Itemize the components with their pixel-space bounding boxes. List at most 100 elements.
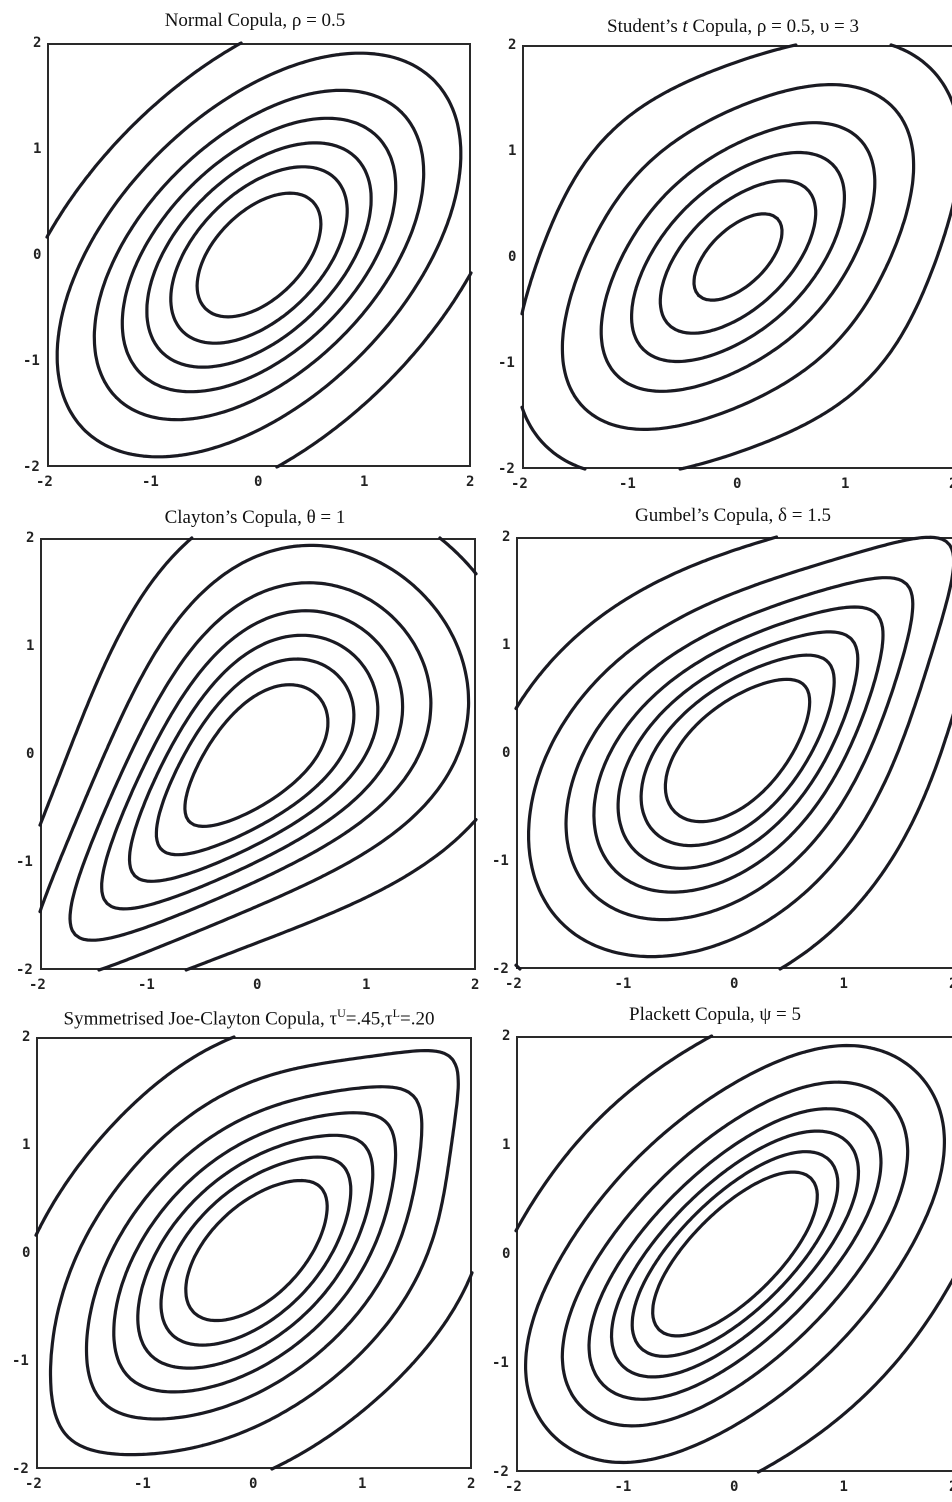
x-tick-label: -1 [619,476,636,492]
contour-level-3 [592,605,885,894]
x-tick-label: -2 [511,476,528,492]
plot-area [522,45,952,469]
contour-level-3 [587,1107,883,1401]
contour-level-2 [84,1085,424,1421]
contour-level-5 [159,1155,353,1347]
contour-level-3 [120,116,398,394]
contour-panel-sjc [34,1035,474,1471]
x-tick-label: 1 [360,474,369,490]
contour-level-1 [560,83,916,431]
panel-title: Gumbel’s Copula, δ = 1.5 [635,505,831,526]
contour-level-0 [45,41,473,469]
contour-level-2 [92,88,426,422]
contour-level-6 [663,677,812,824]
x-tick-label: 0 [254,474,263,490]
y-tick-label: -2 [12,1461,29,1477]
y-tick-label: 1 [22,1137,31,1153]
x-tick-label: -2 [505,976,522,992]
y-tick-label: -1 [498,355,515,371]
x-tick-label: -2 [505,1479,522,1495]
contour-level-2 [599,121,877,393]
x-tick-label: -2 [29,977,46,993]
y-tick-label: -1 [16,854,33,870]
x-tick-label: 2 [949,1480,952,1494]
contour-level-1 [55,51,463,459]
contour-level-5 [639,653,836,848]
y-tick-label: 1 [508,143,517,159]
contour-level-1 [524,1043,946,1465]
y-tick-label: 0 [502,745,511,761]
x-tick-label: -1 [614,1479,632,1495]
x-tick-label: 2 [471,977,480,993]
contour-level-6 [195,191,323,319]
x-tick-label: 0 [249,1476,258,1492]
contour-level-2 [564,576,915,922]
contour-panel-plackett [514,1034,952,1474]
plot-area [40,538,476,970]
contour-panel-student-t [520,43,952,471]
y-tick-label: -2 [492,961,509,977]
x-tick-label: 0 [730,1479,739,1495]
contour-level-6 [651,1170,819,1338]
x-tick-label: -2 [36,474,53,490]
panel-title: Plackett Copula, ψ = 5 [629,1004,801,1025]
y-tick-label: -1 [492,1355,509,1371]
x-tick-label: 0 [730,976,739,992]
y-tick-label: 1 [502,637,511,653]
contour-level-0 [514,1034,952,1474]
contour-level-0 [38,536,478,972]
y-tick-label: -2 [23,459,40,475]
contour-level-1 [48,1049,460,1457]
y-tick-label: -1 [12,1353,29,1369]
contour-level-4 [136,1133,375,1370]
panel-title: Symmetrised Joe-Clayton Copula, τU=.45,τ… [63,1006,435,1030]
x-tick-label: -1 [614,976,632,992]
contour-level-3 [630,150,846,364]
y-tick-label: -2 [492,1464,509,1480]
x-tick-label: 1 [362,977,371,993]
y-tick-label: 2 [502,529,511,545]
contour-level-4 [127,633,380,883]
y-tick-label: 2 [33,35,42,51]
y-tick-label: 2 [508,37,517,53]
contour-level-1 [527,535,952,959]
plot-area [516,537,952,969]
x-tick-label: -1 [138,977,155,993]
x-tick-label: -2 [25,1476,42,1492]
contour-level-6 [184,1178,329,1323]
y-tick-label: 1 [502,1137,511,1153]
x-tick-label: -1 [134,1476,151,1492]
x-tick-label: 2 [949,477,952,491]
contour-level-5 [169,165,349,345]
contour-level-5 [692,212,784,302]
contour-level-0 [520,43,952,471]
y-tick-label: 1 [26,638,35,654]
x-tick-label: 2 [466,474,475,490]
y-tick-label: 0 [26,746,35,762]
x-tick-label: 1 [839,1479,848,1495]
y-tick-label: -2 [16,962,33,978]
contour-panel-gumbel [514,535,952,971]
contour-level-6 [183,683,330,828]
contour-level-4 [658,179,818,335]
x-tick-label: 0 [733,476,742,492]
contour-level-5 [630,1150,840,1358]
x-tick-label: 1 [839,976,848,992]
y-tick-label: -1 [492,853,509,869]
y-tick-label: 2 [26,530,35,546]
y-tick-label: 0 [502,1246,511,1262]
contour-level-4 [145,141,373,369]
x-tick-label: 2 [949,977,952,991]
x-tick-label: 0 [253,977,262,993]
y-tick-label: 0 [22,1245,31,1261]
contour-level-3 [112,1111,398,1394]
plot-area [36,1037,472,1469]
panel-title: Clayton’s Copula, θ = 1 [164,507,346,528]
y-tick-label: 2 [502,1028,511,1044]
contour-level-5 [154,657,356,857]
y-tick-label: -2 [498,461,515,477]
contour-level-1 [38,543,471,972]
x-tick-label: 2 [467,1476,476,1492]
contour-level-0 [514,535,952,971]
